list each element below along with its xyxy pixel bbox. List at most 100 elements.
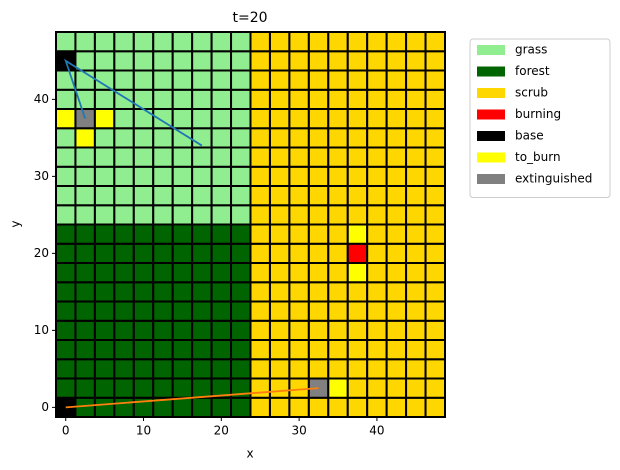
cell — [249, 204, 271, 226]
cell — [191, 300, 213, 322]
legend-label: to_burn — [515, 150, 561, 164]
cell — [346, 108, 369, 130]
cell — [366, 108, 388, 130]
cell — [230, 165, 252, 187]
cell — [366, 300, 388, 322]
cell — [132, 88, 155, 110]
cell — [405, 339, 427, 361]
cell — [93, 396, 116, 418]
cell — [268, 204, 291, 226]
cell — [171, 185, 194, 207]
cell — [191, 108, 213, 130]
cell — [424, 223, 446, 245]
cell — [424, 204, 446, 226]
cell — [113, 300, 135, 322]
cell — [405, 358, 427, 380]
cell — [346, 396, 369, 418]
cell — [113, 108, 135, 130]
cell — [113, 319, 135, 341]
cell — [366, 358, 388, 380]
cell — [132, 242, 155, 264]
cell — [366, 88, 388, 110]
cell — [113, 31, 135, 53]
cell — [249, 281, 271, 303]
cell — [210, 185, 233, 207]
cell — [424, 319, 446, 341]
cell — [366, 204, 388, 226]
cell — [74, 358, 96, 380]
cell — [405, 396, 427, 418]
cell — [288, 300, 310, 322]
cell — [191, 31, 213, 53]
cell — [424, 31, 446, 53]
cell — [268, 31, 291, 53]
cell — [171, 223, 194, 245]
cell — [191, 50, 213, 72]
cell — [307, 300, 330, 322]
cell — [307, 127, 330, 149]
cell — [93, 339, 116, 361]
cell — [249, 377, 271, 399]
cell — [288, 242, 310, 264]
cell — [424, 262, 446, 284]
cell — [346, 88, 369, 110]
cell — [191, 262, 213, 284]
cell — [424, 185, 446, 207]
cell — [346, 204, 369, 226]
cell — [268, 108, 291, 130]
cell — [74, 377, 96, 399]
cell — [171, 165, 194, 187]
cell — [191, 88, 213, 110]
cell — [55, 127, 77, 149]
cell — [152, 50, 174, 72]
cell — [288, 165, 310, 187]
cell — [405, 31, 427, 53]
cell — [307, 204, 330, 226]
cell — [152, 31, 174, 53]
cell — [424, 165, 446, 187]
cell — [210, 339, 233, 361]
chart-title: t=20 — [232, 10, 267, 26]
cell — [152, 358, 174, 380]
cell — [152, 377, 174, 399]
cell — [288, 88, 310, 110]
cell — [288, 127, 310, 149]
cell — [74, 31, 96, 53]
cell — [191, 204, 213, 226]
cell — [288, 396, 310, 418]
cell — [366, 339, 388, 361]
cell — [191, 185, 213, 207]
cell — [230, 319, 252, 341]
cell — [288, 50, 310, 72]
cell — [230, 242, 252, 264]
cell — [74, 185, 96, 207]
cell — [268, 146, 291, 168]
legend-label: grass — [515, 43, 547, 57]
cell — [74, 223, 96, 245]
cell — [346, 165, 369, 187]
cell — [385, 358, 408, 380]
cell — [152, 185, 174, 207]
cell — [424, 300, 446, 322]
cell — [230, 108, 252, 130]
cell — [93, 358, 116, 380]
cell — [210, 300, 233, 322]
cell — [210, 127, 233, 149]
cell — [327, 69, 349, 91]
cell — [210, 31, 233, 53]
cell — [366, 262, 388, 284]
cell — [405, 242, 427, 264]
y-tick-label: 0 — [41, 400, 49, 414]
cell — [366, 50, 388, 72]
cell — [405, 88, 427, 110]
cell — [132, 319, 155, 341]
cell — [55, 358, 77, 380]
cell — [405, 185, 427, 207]
cell — [132, 185, 155, 207]
cell — [93, 108, 116, 130]
cell — [346, 339, 369, 361]
cell — [346, 377, 369, 399]
cell — [405, 319, 427, 341]
cell — [93, 88, 116, 110]
cell — [152, 339, 174, 361]
